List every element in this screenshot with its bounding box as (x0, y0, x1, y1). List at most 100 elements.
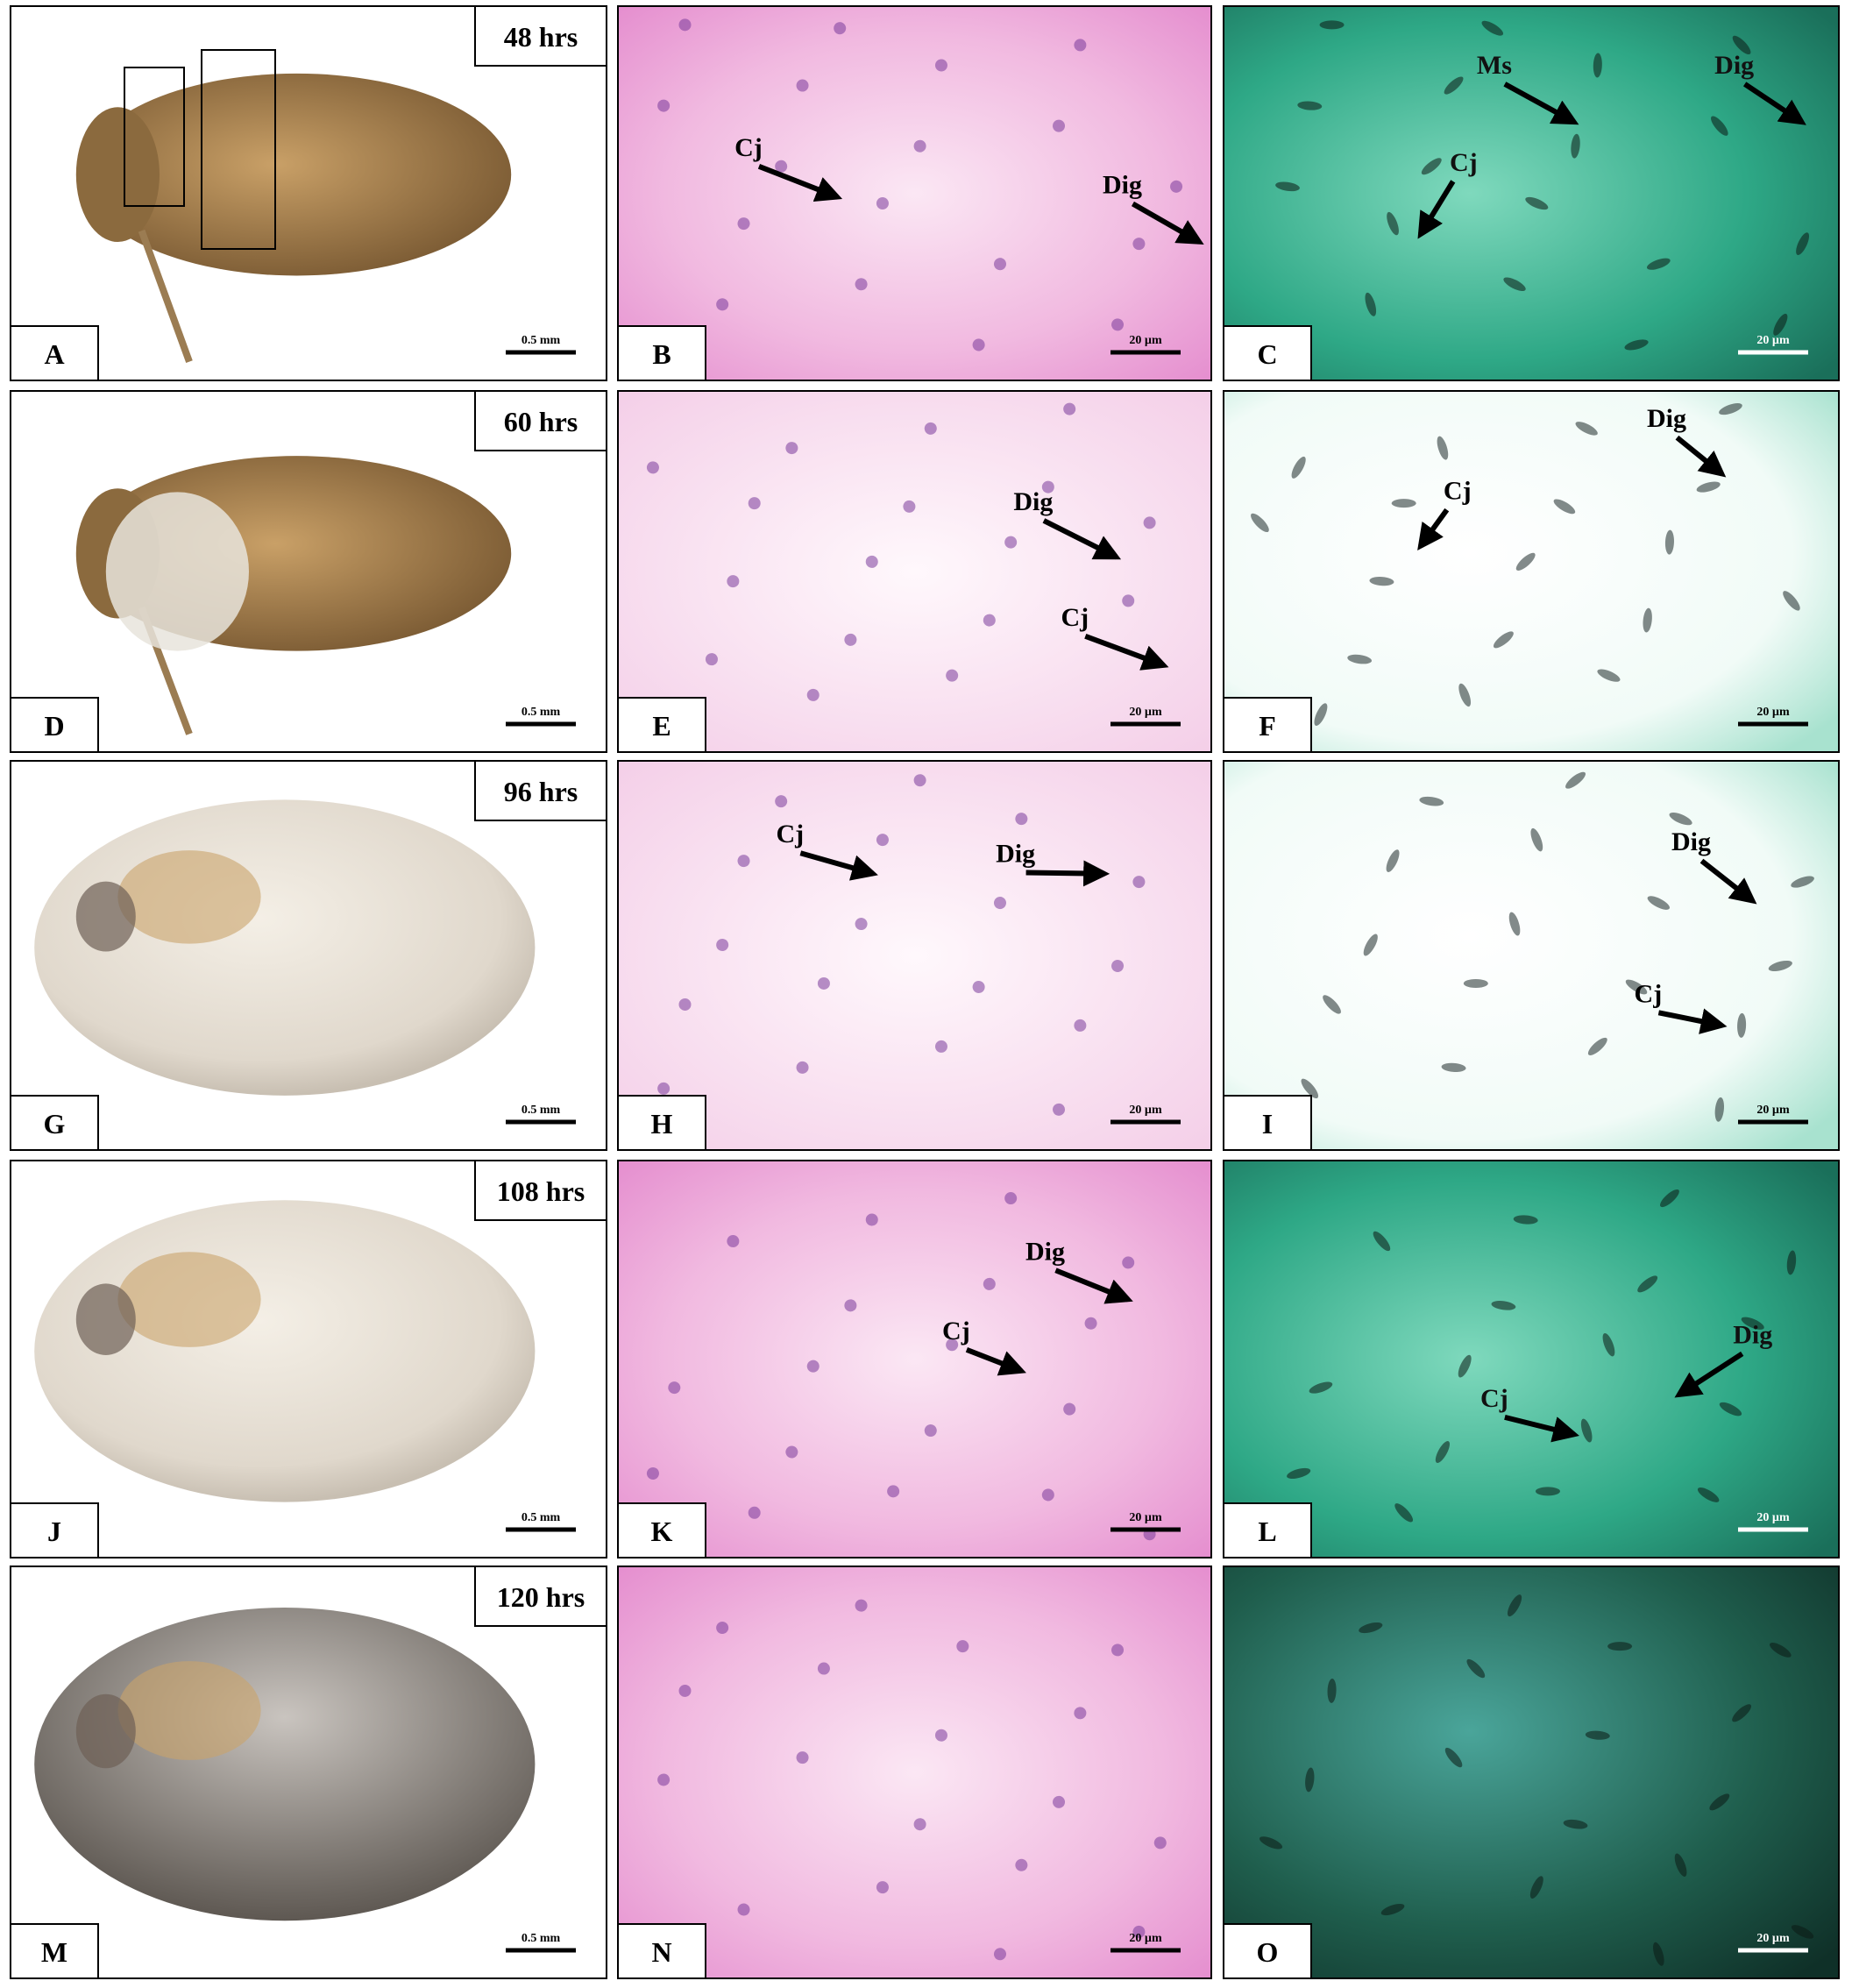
specimen-head (75, 1693, 136, 1769)
annotation-arrow (1675, 435, 1727, 478)
texture (1773, 313, 1788, 336)
texture (1122, 594, 1135, 607)
scale-bar-label: 20 µm (1756, 1932, 1790, 1945)
texture (1646, 258, 1671, 270)
texture (1441, 1062, 1466, 1072)
texture (1493, 631, 1514, 649)
texture (993, 897, 1006, 910)
panel: 60 hrs D 0.5 mm (10, 390, 607, 753)
texture (705, 653, 718, 666)
texture (972, 338, 985, 351)
panel: Dig Cj L 20 µm (1223, 1160, 1840, 1558)
texture (855, 1599, 868, 1612)
texture (1530, 827, 1543, 852)
texture (1481, 20, 1504, 36)
texture (1719, 1402, 1742, 1416)
specimen (82, 73, 512, 276)
texture (913, 774, 926, 787)
texture (1458, 683, 1472, 707)
texture (876, 834, 889, 847)
texture (1525, 196, 1549, 210)
panel-image (1223, 1566, 1840, 1979)
letter-box (10, 1502, 99, 1558)
annotation-arrow (1084, 633, 1169, 671)
specimen-patch (117, 1252, 261, 1347)
annotation-arrow (1417, 180, 1456, 239)
annotation-label: Dig (1103, 171, 1142, 200)
texture (1458, 1354, 1472, 1378)
annotation-label: Cj (1061, 603, 1089, 632)
texture (657, 99, 671, 112)
panel-letter: I (1262, 1108, 1273, 1140)
texture (972, 980, 985, 993)
texture (1643, 607, 1652, 633)
scale-bar-label: 20 µm (1756, 334, 1790, 347)
texture (1466, 1658, 1486, 1679)
texture (817, 976, 830, 990)
texture (806, 688, 820, 701)
texture (1386, 849, 1400, 872)
annotation-label: Cj (1480, 1384, 1508, 1413)
texture (1737, 1012, 1747, 1038)
texture (1004, 536, 1018, 549)
mycelium (105, 492, 250, 651)
panel: 120 hrs M 0.5 mm (10, 1566, 607, 1979)
annotation-arrow (1042, 518, 1122, 560)
texture (1365, 292, 1377, 316)
texture (1347, 654, 1373, 664)
panel-letter: E (652, 710, 671, 742)
texture (876, 197, 889, 210)
texture (1053, 119, 1066, 132)
texture (1437, 436, 1449, 460)
texture (1170, 180, 1183, 193)
texture (1741, 1317, 1764, 1330)
annotation-label: Cj (1635, 979, 1663, 1008)
texture (796, 1061, 809, 1074)
texture (1770, 1643, 1792, 1658)
texture (1004, 1192, 1018, 1205)
specimen-leg (138, 229, 193, 364)
panel-letter: J (47, 1516, 61, 1547)
annotation-label: Cj (777, 820, 805, 848)
texture (1260, 1836, 1283, 1850)
texture (946, 669, 959, 682)
texture (727, 575, 740, 588)
texture (1653, 1942, 1664, 1966)
panel-image (1223, 760, 1840, 1151)
texture (668, 1381, 681, 1395)
texture (1132, 238, 1146, 251)
annotation-label: Dig (1671, 827, 1711, 856)
texture (678, 18, 692, 32)
texture (1387, 211, 1399, 236)
time-label: 120 hrs (497, 1581, 585, 1613)
texture (1491, 1301, 1516, 1310)
texture (934, 1729, 947, 1742)
panel: Cj Dig F 20 µm (1223, 390, 1840, 753)
texture (1508, 912, 1521, 936)
time-box (474, 1160, 607, 1221)
specimen-patch (117, 1661, 261, 1760)
panel: Cj Dig B 20 µm (617, 5, 1212, 381)
annotation-label: Dig (996, 839, 1035, 868)
texture (1359, 1622, 1383, 1634)
time-label: 60 hrs (504, 406, 578, 437)
texture (646, 1466, 659, 1480)
texture (1369, 577, 1394, 586)
texture (1053, 1795, 1066, 1808)
texture (748, 1506, 761, 1519)
texture (1275, 181, 1300, 192)
texture (716, 939, 729, 952)
texture (737, 855, 750, 868)
texture (903, 500, 916, 513)
texture (1513, 1215, 1538, 1225)
texture (1602, 1332, 1615, 1357)
texture (1287, 1467, 1311, 1480)
scale-bar-label: 20 µm (1756, 1511, 1790, 1524)
panel: Ms Dig Cj C 20 µm (1223, 5, 1840, 381)
texture (993, 1948, 1006, 1961)
scale-bar-label: 20 µm (1129, 1104, 1162, 1117)
annotation-label: Dig (1013, 487, 1053, 516)
panel-letter: D (44, 710, 64, 742)
texture (1063, 402, 1076, 415)
texture (1323, 995, 1341, 1014)
